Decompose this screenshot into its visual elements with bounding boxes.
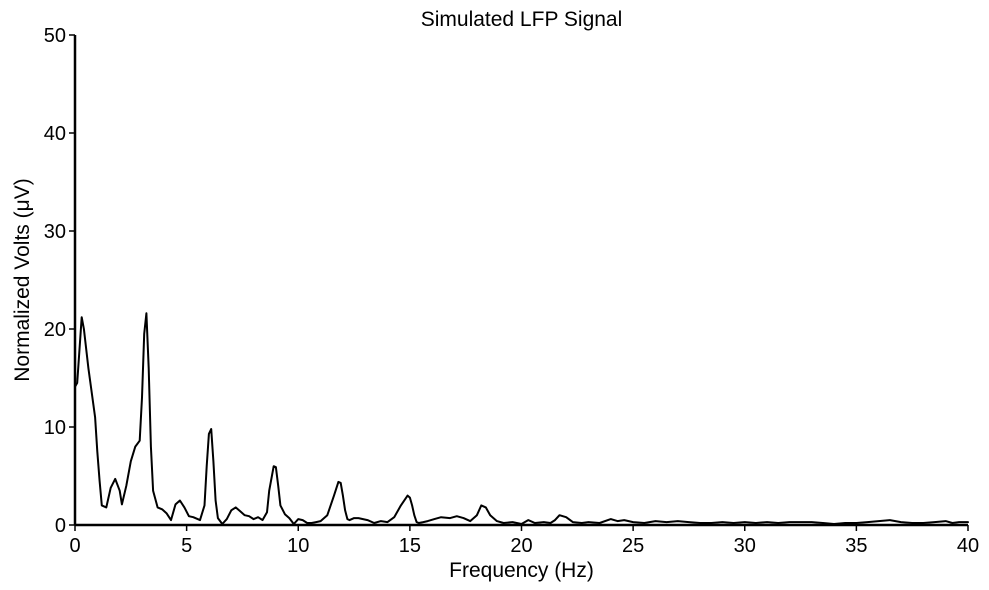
x-tick-label: 10 (287, 535, 309, 557)
series-line (74, 312, 969, 525)
x-tick-label: 20 (510, 535, 532, 557)
x-tick-label: 35 (845, 535, 867, 557)
y-tick-label: 20 (44, 319, 66, 341)
x-tick-label: 30 (734, 535, 756, 557)
chart-title: Simulated LFP Signal (421, 8, 623, 31)
x-tick-label: 15 (399, 535, 421, 557)
x-tick-label: 40 (957, 535, 979, 557)
y-tick-label: 0 (55, 515, 66, 537)
x-tick-label: 25 (622, 535, 644, 557)
x-axis-label: Frequency (Hz) (449, 559, 594, 582)
x-axis-ticks: 0 5 10 15 20 25 30 35 40 (69, 525, 979, 557)
y-axis-label: Normalized Volts (μV) (11, 178, 34, 382)
y-tick-label: 40 (44, 123, 66, 145)
y-tick-label: 50 (44, 25, 66, 47)
y-axis-ticks: 0 10 20 30 40 50 (44, 25, 75, 537)
y-tick-label: 10 (44, 417, 66, 439)
x-tick-label: 0 (69, 535, 80, 557)
y-tick-label: 30 (44, 221, 66, 243)
x-tick-label: 5 (181, 535, 192, 557)
